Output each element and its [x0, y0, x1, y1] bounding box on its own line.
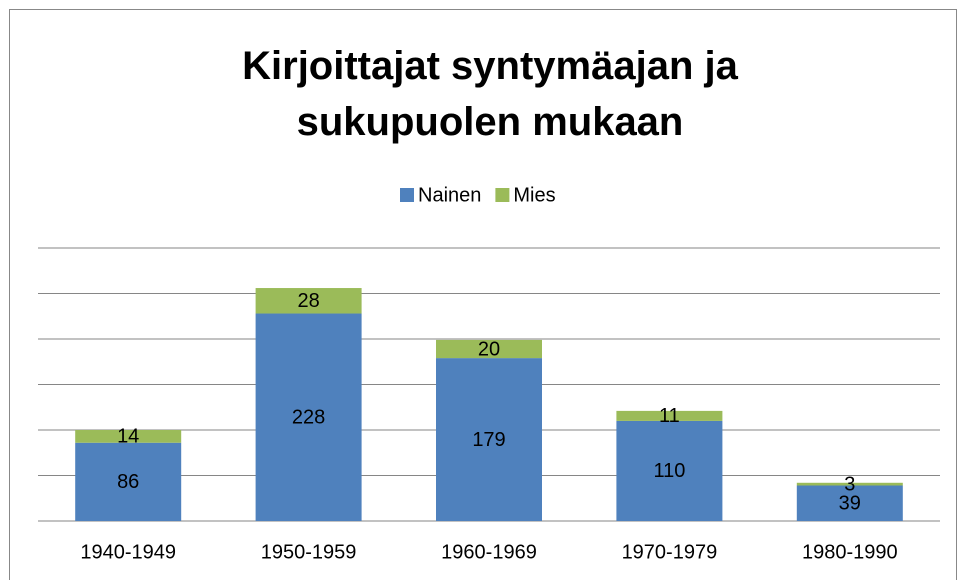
chart-title: Kirjoittajat syntymäajan ja sukupuolen m…: [242, 44, 738, 144]
data-label: 11: [659, 405, 680, 427]
data-label: 3: [844, 473, 855, 495]
data-label: 28: [297, 290, 319, 312]
bar-segment: [616, 420, 723, 521]
legend-swatch: [400, 188, 414, 202]
data-label: 39: [839, 493, 861, 515]
x-tick-label: 1980-1990: [802, 541, 898, 563]
x-tick-label: 1950-1959: [261, 541, 357, 563]
bar-segment: [255, 313, 362, 521]
data-label: 86: [117, 471, 139, 493]
x-tick-label: 1960-1969: [441, 541, 537, 563]
bar-segment: [436, 339, 542, 359]
data-label: 228: [292, 407, 325, 429]
data-label: 14: [117, 426, 139, 448]
data-label: 20: [478, 338, 500, 360]
legend-label: Mies: [513, 184, 555, 206]
bar-segment: [75, 430, 182, 443]
x-tick-label: 1940-1949: [80, 541, 176, 563]
data-label: 110: [653, 460, 685, 482]
bar-segment: [796, 482, 903, 486]
data-label: 179: [472, 429, 505, 451]
bar-segment: [436, 358, 542, 521]
legend-swatch: [495, 188, 510, 202]
bar-segment: [255, 288, 362, 314]
bar-segment: [75, 442, 182, 521]
x-tick-label: 1970-1979: [622, 541, 718, 563]
bar-segment: [796, 485, 903, 521]
bar-segment: [616, 410, 723, 421]
legend-label: Nainen: [418, 184, 481, 206]
